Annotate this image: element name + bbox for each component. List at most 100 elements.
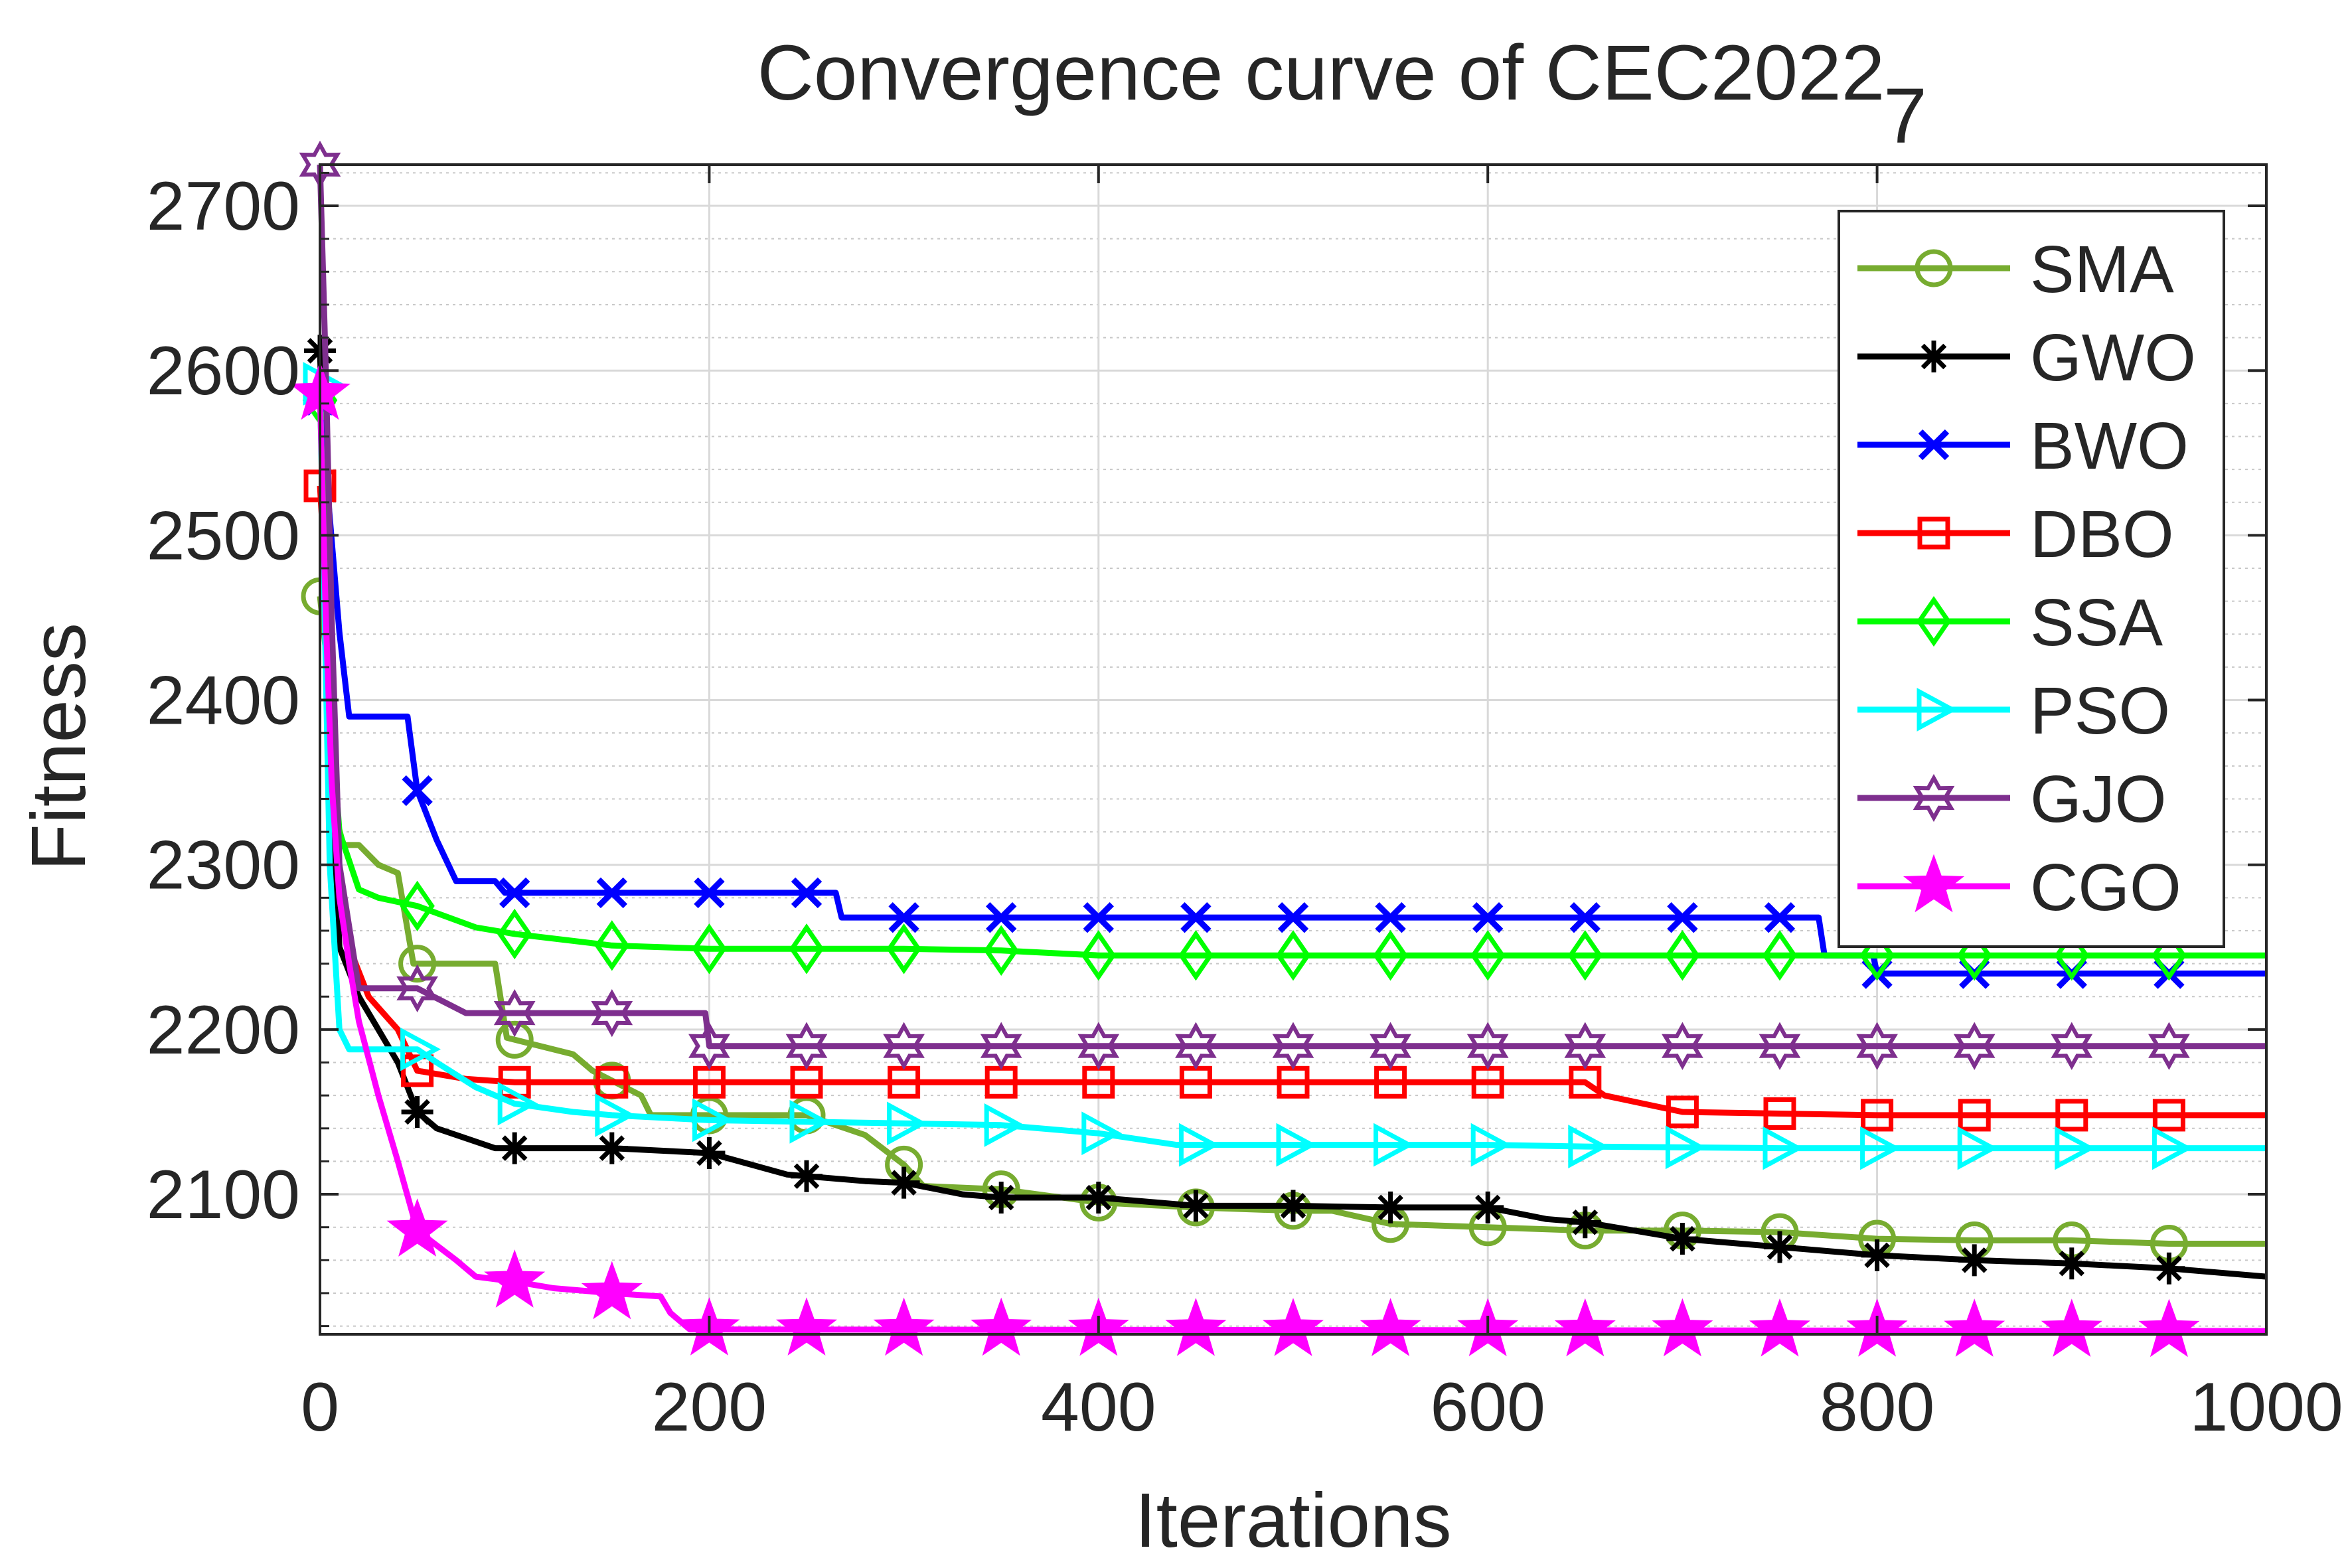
series-marker-ssa bbox=[1081, 930, 1117, 981]
axes-box bbox=[319, 163, 2268, 1336]
x-axis-label: Iterations bbox=[1135, 1477, 1451, 1563]
legend-label-gwo: GWO bbox=[2030, 321, 2196, 395]
series-marker-cgo bbox=[775, 1297, 838, 1356]
series-marker-dbo bbox=[595, 1065, 629, 1099]
x-tick-label: 800 bbox=[1820, 1369, 1935, 1446]
series-marker-pso bbox=[1276, 1123, 1317, 1167]
series-marker-pso bbox=[887, 1101, 927, 1146]
legend-marker-bwo bbox=[1918, 429, 1950, 461]
series-marker-ssa bbox=[594, 920, 630, 971]
series-marker-gjo bbox=[1175, 1022, 1217, 1070]
legend-item-pso: PSO bbox=[1857, 674, 2170, 748]
series-marker-gjo bbox=[1759, 1022, 1801, 1070]
legend-label-gjo: GJO bbox=[2030, 762, 2167, 836]
legend-marker-cgo bbox=[1903, 854, 1965, 913]
series-marker-dbo bbox=[1958, 1099, 1991, 1132]
legend-label-dbo: DBO bbox=[2030, 497, 2174, 572]
series-marker-pso bbox=[400, 1027, 441, 1071]
series-marker-pso bbox=[692, 1098, 733, 1142]
series-marker-pso bbox=[789, 1099, 830, 1144]
legend-item-cgo: CGO bbox=[1857, 850, 2181, 925]
series-marker-gwo bbox=[595, 1132, 628, 1164]
series-marker-gjo bbox=[2148, 1022, 2190, 1070]
series-marker-pso bbox=[497, 1081, 538, 1126]
series-marker-pso bbox=[1178, 1123, 1219, 1167]
series-marker-cgo bbox=[1652, 1298, 1713, 1357]
y-tick-label: 2400 bbox=[147, 663, 300, 740]
series-marker-cgo bbox=[1262, 1298, 1324, 1356]
series-marker-ssa bbox=[1567, 930, 1603, 981]
legend-label-ssa: SSA bbox=[2030, 586, 2163, 660]
series-marker-gjo bbox=[1077, 1022, 1120, 1070]
series-marker-pso bbox=[1860, 1126, 1901, 1170]
y-tick-label: 2700 bbox=[147, 168, 300, 245]
series-marker-ssa bbox=[2152, 930, 2187, 981]
series-marker-ssa bbox=[400, 880, 435, 931]
y-tick-label: 2500 bbox=[147, 497, 300, 574]
series-marker-pso bbox=[984, 1103, 1025, 1147]
series-marker-cgo bbox=[971, 1297, 1032, 1356]
series-marker-gjo bbox=[688, 1022, 730, 1070]
legend-item-gwo: GWO bbox=[1857, 321, 2196, 395]
x-tick-label: 600 bbox=[1430, 1369, 1545, 1446]
series-marker-pso bbox=[1568, 1125, 1609, 1168]
series-marker-cgo bbox=[1749, 1298, 1811, 1357]
series-marker-pso bbox=[595, 1093, 636, 1137]
chart-title: Convergence curve of CEC2022 7 bbox=[757, 29, 1927, 160]
legend-item-gjo: GJO bbox=[1857, 762, 2167, 836]
series-line-gwo bbox=[317, 351, 2267, 1280]
series-marker-dbo bbox=[1763, 1097, 1796, 1130]
series-marker-dbo bbox=[1666, 1095, 1699, 1129]
series-marker-gwo bbox=[1472, 1191, 1504, 1223]
series-marker-bwo bbox=[1472, 902, 1504, 933]
series-marker-gjo bbox=[1662, 1022, 1703, 1070]
x-tick-label: 0 bbox=[301, 1369, 339, 1446]
series-marker-bwo bbox=[1375, 902, 1406, 933]
x-tick-label: 400 bbox=[1041, 1369, 1156, 1446]
series-line-pso bbox=[317, 384, 2266, 1152]
series-marker-ssa bbox=[789, 923, 824, 975]
series-marker-sma bbox=[495, 1020, 534, 1059]
series-marker-bwo bbox=[1083, 902, 1114, 933]
series-marker-cgo bbox=[1360, 1298, 1421, 1356]
series-marker-gwo bbox=[2055, 1247, 2088, 1280]
series-ssa bbox=[302, 374, 2266, 981]
series-marker-gjo bbox=[1953, 1022, 1996, 1070]
series-marker-gjo bbox=[2051, 1022, 2093, 1070]
series-marker-gwo bbox=[1569, 1206, 1601, 1239]
y-tick-label: 2100 bbox=[147, 1156, 300, 1233]
series-marker-ssa bbox=[692, 923, 727, 975]
series-marker-gjo bbox=[980, 1022, 1022, 1070]
series-marker-ssa bbox=[497, 908, 532, 960]
series-marker-cgo bbox=[386, 1198, 448, 1257]
series-marker-pso bbox=[1957, 1126, 1998, 1170]
series-marker-gjo bbox=[785, 1022, 828, 1070]
series-marker-gwo bbox=[1374, 1191, 1407, 1223]
series-marker-dbo bbox=[2152, 1099, 2185, 1132]
series-marker-bwo bbox=[499, 877, 530, 909]
series-marker-cgo bbox=[2041, 1298, 2102, 1357]
series-marker-ssa bbox=[1762, 930, 1798, 981]
series-marker-cgo bbox=[581, 1261, 643, 1320]
series-marker-gjo bbox=[1370, 1022, 1411, 1070]
series-marker-pso bbox=[2152, 1126, 2193, 1170]
legend-label-cgo: CGO bbox=[2030, 850, 2181, 925]
series-marker-dbo bbox=[1861, 1099, 1894, 1132]
legend-marker-dbo bbox=[1917, 516, 1950, 550]
series-marker-cgo bbox=[484, 1249, 546, 1308]
series-marker-gjo bbox=[591, 988, 633, 1038]
legend-marker-gwo bbox=[1918, 341, 1950, 372]
series-marker-gwo bbox=[888, 1166, 920, 1199]
series-marker-cgo bbox=[1554, 1298, 1616, 1357]
chart-title-subscript: 7 bbox=[1883, 72, 1927, 160]
x-tick-label: 1000 bbox=[2189, 1369, 2343, 1446]
series-marker-gwo bbox=[1277, 1190, 1309, 1222]
series-marker-ssa bbox=[1665, 930, 1700, 981]
series-marker-gjo bbox=[1564, 1022, 1607, 1070]
series-marker-bwo bbox=[888, 902, 919, 933]
series-marker-dbo bbox=[2055, 1099, 2088, 1132]
legend-marker-gjo bbox=[1913, 773, 1955, 823]
series-line-cgo bbox=[317, 393, 2267, 1334]
series-marker-bwo bbox=[694, 877, 725, 909]
